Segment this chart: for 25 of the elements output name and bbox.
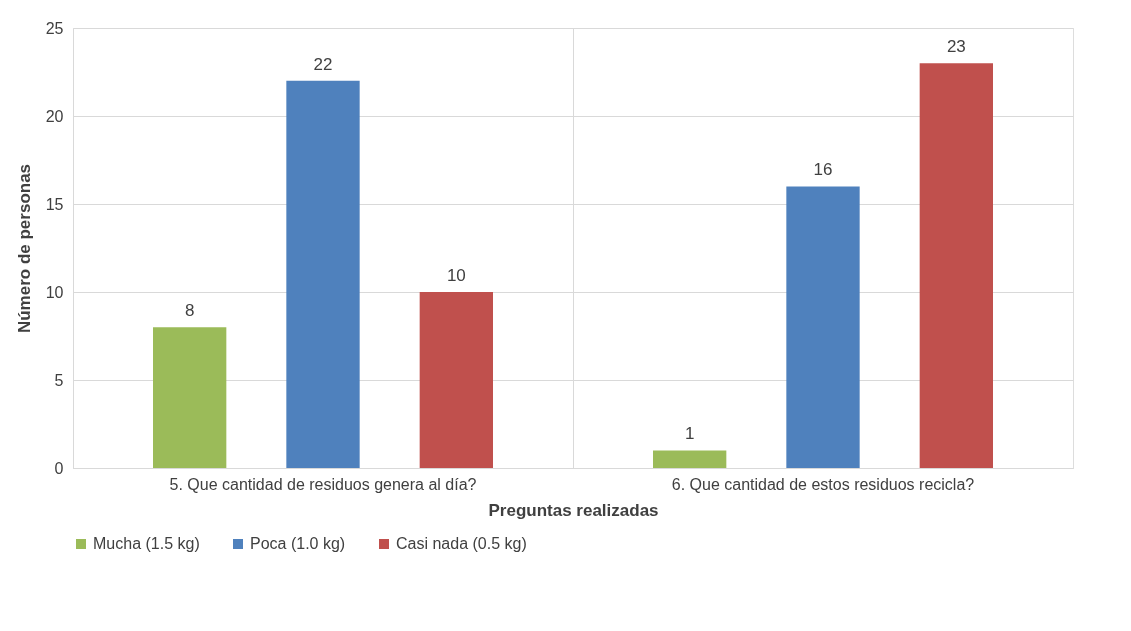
y-tick-label: 15 — [45, 195, 64, 213]
data-label: 23 — [946, 37, 966, 57]
bar — [919, 63, 993, 468]
bar — [786, 186, 860, 468]
y-axis-title: Número de personas — [14, 163, 34, 334]
bar — [419, 292, 493, 468]
x-axis-title: Preguntas realizadas — [488, 500, 659, 520]
y-tick-label: 5 — [54, 371, 64, 389]
y-tick-label: 0 — [54, 459, 64, 477]
data-label: 22 — [313, 54, 333, 74]
y-tick-label: 25 — [45, 19, 64, 37]
bar — [653, 450, 727, 468]
data-label: 10 — [446, 266, 466, 285]
data-label: 1 — [684, 424, 695, 444]
y-tick-label: 20 — [45, 107, 64, 125]
bar — [286, 80, 360, 468]
data-label: 16 — [813, 160, 833, 180]
legend-label: Casi nada (0.5 kg) — [396, 535, 527, 552]
y-tick-label: 10 — [45, 283, 64, 301]
legend-label: Poca (1.0 kg) — [250, 535, 346, 552]
legend-label: Mucha (1.5 kg) — [93, 535, 200, 552]
data-label: 8 — [184, 301, 195, 321]
x-tick-label: 6. Que cantidad de estos residuos recicla? — [671, 475, 975, 493]
x-tick-label: 5. Que cantidad de residuos genera al día? — [169, 475, 477, 493]
bar — [153, 327, 227, 468]
